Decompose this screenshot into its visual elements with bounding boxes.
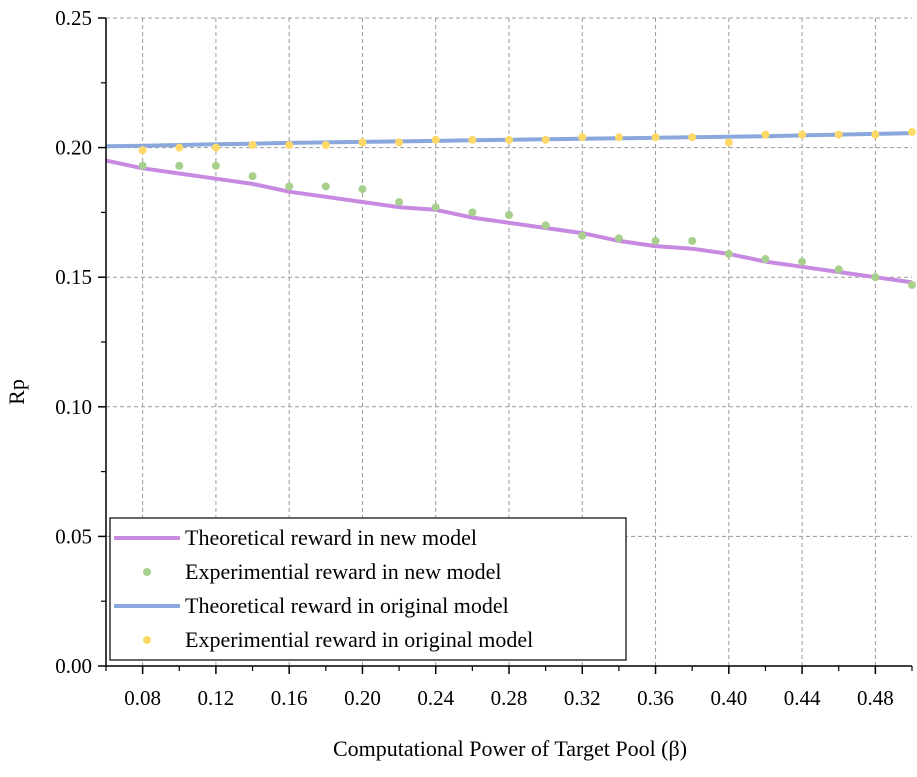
series-point-1	[505, 210, 513, 219]
y-tick-label: 0.20	[55, 136, 92, 160]
series-point-3	[358, 138, 367, 147]
series-point-3	[724, 138, 733, 147]
series-point-3	[688, 133, 697, 142]
series-point-3	[541, 135, 550, 144]
series-point-3	[578, 133, 587, 142]
series-point-1	[541, 221, 550, 230]
series-point-3	[614, 133, 623, 142]
legend-swatch-marker	[143, 568, 151, 576]
x-axis-label: Computational Power of Target Pool (β)	[333, 736, 687, 761]
series-point-1	[908, 280, 916, 289]
series-point-1	[358, 185, 367, 194]
series-point-1	[321, 182, 330, 191]
legend-label: Experimential reward in original model	[185, 627, 533, 652]
y-tick-label: 0.00	[55, 654, 92, 678]
legend-label: Theoretical reward in new model	[185, 525, 477, 550]
series-point-1	[431, 203, 440, 212]
x-tick-label: 0.40	[710, 686, 747, 710]
series-point-3	[285, 141, 294, 150]
series-point-3	[211, 143, 220, 152]
series-point-3	[395, 138, 404, 147]
series-point-3	[798, 130, 807, 139]
x-tick-label: 0.36	[637, 686, 674, 710]
x-tick-label: 0.08	[124, 686, 161, 710]
series-line-0	[105, 158, 913, 285]
legend: Theoretical reward in new model Experimen…	[109, 517, 627, 661]
y-tick-label: 0.05	[55, 524, 92, 548]
series-point-1	[138, 161, 147, 170]
axes: 0.08 0.12 0.16 0.20 0.24 0.28 0.32 0.36 0.40 0.44…	[55, 6, 913, 710]
plot-series	[105, 128, 916, 289]
x-tick-label: 0.20	[344, 686, 381, 710]
legend-swatch-marker	[143, 636, 151, 644]
series-point-1	[798, 257, 807, 266]
series-point-3	[468, 135, 477, 144]
series-point-1	[285, 182, 294, 191]
x-tick-label: 0.32	[564, 686, 601, 710]
x-tick-label: 0.16	[271, 686, 308, 710]
series-point-3	[908, 128, 916, 137]
series-point-1	[395, 198, 404, 207]
y-tick-label: 0.25	[55, 6, 92, 30]
series-point-1	[211, 161, 220, 170]
series-point-1	[578, 231, 587, 240]
series-point-1	[761, 255, 770, 264]
y-tick-label: 0.15	[55, 265, 92, 289]
series-point-3	[321, 141, 330, 150]
series-point-1	[248, 172, 257, 181]
series-point-3	[651, 133, 660, 142]
series-point-3	[505, 135, 513, 144]
series-point-1	[724, 249, 733, 258]
series-point-1	[834, 265, 843, 274]
series-point-1	[175, 161, 184, 170]
series-point-3	[834, 130, 843, 139]
series-point-3	[138, 146, 147, 155]
y-tick-label: 0.10	[55, 395, 92, 419]
series-point-1	[614, 234, 623, 243]
series-point-1	[688, 236, 697, 245]
y-axis-label: Rp	[4, 379, 29, 405]
series-point-1	[468, 208, 477, 217]
x-tick-label: 0.12	[198, 686, 235, 710]
legend-label: Experimential reward in new model	[185, 559, 501, 584]
legend-label: Theoretical reward in original model	[185, 593, 509, 618]
x-tick-label: 0.44	[784, 686, 821, 710]
series-point-3	[248, 141, 257, 150]
x-tick-label: 0.28	[491, 686, 528, 710]
series-point-3	[431, 135, 440, 144]
series-point-3	[175, 143, 184, 152]
series-point-1	[871, 273, 880, 282]
series-point-3	[761, 130, 770, 139]
x-tick-label: 0.48	[857, 686, 894, 710]
series-point-3	[871, 130, 880, 139]
series-point-1	[651, 236, 660, 245]
x-tick-label: 0.24	[417, 686, 454, 710]
legend-box	[109, 517, 627, 661]
